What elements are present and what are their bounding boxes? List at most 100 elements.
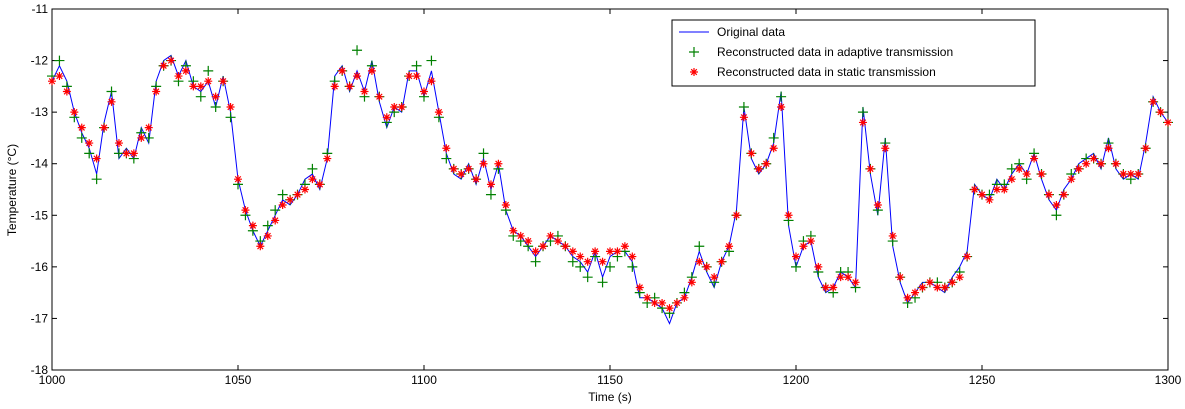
data-point xyxy=(478,148,489,159)
data-point xyxy=(114,139,123,148)
data-point xyxy=(1037,170,1046,179)
data-point xyxy=(48,77,56,86)
legend-label: Reconstructed data in static transmissio… xyxy=(717,65,936,79)
data-point xyxy=(531,247,540,256)
data-point xyxy=(360,87,369,96)
data-point xyxy=(204,77,213,86)
data-point xyxy=(576,252,585,261)
y-tick-label: -11 xyxy=(32,2,49,16)
data-point xyxy=(955,273,964,282)
data-point xyxy=(1104,144,1113,153)
data-point xyxy=(702,262,711,271)
data-point xyxy=(270,205,281,216)
data-point xyxy=(1022,170,1031,179)
data-point xyxy=(479,159,488,168)
data-point xyxy=(225,112,236,123)
data-point xyxy=(1052,200,1061,209)
data-point xyxy=(293,190,302,199)
y-axis-label: Temperature (°C) xyxy=(5,144,19,236)
y-tick-label: -15 xyxy=(31,208,49,222)
data-point xyxy=(1089,154,1098,163)
x-tick-label: 1050 xyxy=(225,373,252,387)
data-point xyxy=(367,66,376,75)
data-point xyxy=(1119,170,1128,179)
data-point xyxy=(472,175,481,184)
data-point xyxy=(181,66,190,75)
data-point xyxy=(338,66,347,75)
data-point xyxy=(620,242,629,251)
data-point xyxy=(530,256,541,267)
data-point xyxy=(844,273,853,282)
data-point xyxy=(442,144,451,153)
data-point xyxy=(1156,108,1165,117)
data-point xyxy=(680,293,689,302)
data-point xyxy=(1000,185,1009,194)
data-point xyxy=(62,87,71,96)
data-point xyxy=(948,278,957,287)
data-point xyxy=(211,92,220,101)
data-point xyxy=(1134,170,1143,179)
data-point xyxy=(315,180,324,189)
data-point xyxy=(286,195,295,204)
data-point xyxy=(1149,97,1158,106)
data-point xyxy=(1164,118,1172,127)
data-point xyxy=(970,185,979,194)
data-point xyxy=(836,273,845,282)
data-point xyxy=(598,257,607,266)
data-point xyxy=(858,118,867,127)
data-point xyxy=(494,159,503,168)
data-point xyxy=(1006,163,1017,174)
data-point xyxy=(277,189,288,200)
data-point xyxy=(330,82,339,91)
data-point xyxy=(1067,175,1076,184)
data-point xyxy=(308,175,317,184)
data-point xyxy=(591,247,600,256)
data-point xyxy=(210,101,221,112)
data-point xyxy=(672,298,681,307)
data-point xyxy=(159,61,168,70)
data-point xyxy=(806,237,815,246)
data-point xyxy=(1051,210,1062,221)
data-point xyxy=(911,288,920,297)
data-point xyxy=(405,72,414,81)
x-tick-label: 1150 xyxy=(597,373,623,387)
data-point xyxy=(851,278,860,287)
data-point xyxy=(799,242,808,251)
data-point xyxy=(643,293,652,302)
data-point xyxy=(918,283,927,292)
x-tick-label: 1300 xyxy=(1155,373,1182,387)
data-point xyxy=(248,221,257,230)
data-point xyxy=(903,293,912,302)
data-point xyxy=(762,159,771,168)
data-point xyxy=(739,113,748,122)
legend-label: Reconstructed data in adaptive transmiss… xyxy=(717,45,953,59)
data-point xyxy=(627,261,638,272)
data-point xyxy=(143,132,154,143)
data-point xyxy=(1111,159,1120,168)
data-point xyxy=(754,164,763,173)
data-point xyxy=(857,107,868,118)
data-point xyxy=(605,261,615,272)
data-point xyxy=(732,211,741,220)
data-point xyxy=(963,252,972,261)
data-point xyxy=(226,102,235,111)
data-point xyxy=(1030,154,1039,163)
data-point xyxy=(300,185,309,194)
data-point xyxy=(375,92,384,101)
data-point xyxy=(76,132,87,143)
data-point xyxy=(77,123,86,132)
x-axis-label: Time (s) xyxy=(588,390,632,404)
data-point xyxy=(486,180,495,189)
data-point xyxy=(189,82,198,91)
data-point xyxy=(137,133,146,142)
data-point xyxy=(978,190,986,199)
data-point xyxy=(524,237,533,246)
data-point xyxy=(575,261,586,272)
data-point xyxy=(427,77,436,86)
data-point xyxy=(873,200,882,209)
data-point xyxy=(195,91,206,102)
data-point xyxy=(768,132,779,143)
data-point xyxy=(426,55,437,66)
data-point xyxy=(1141,144,1150,153)
